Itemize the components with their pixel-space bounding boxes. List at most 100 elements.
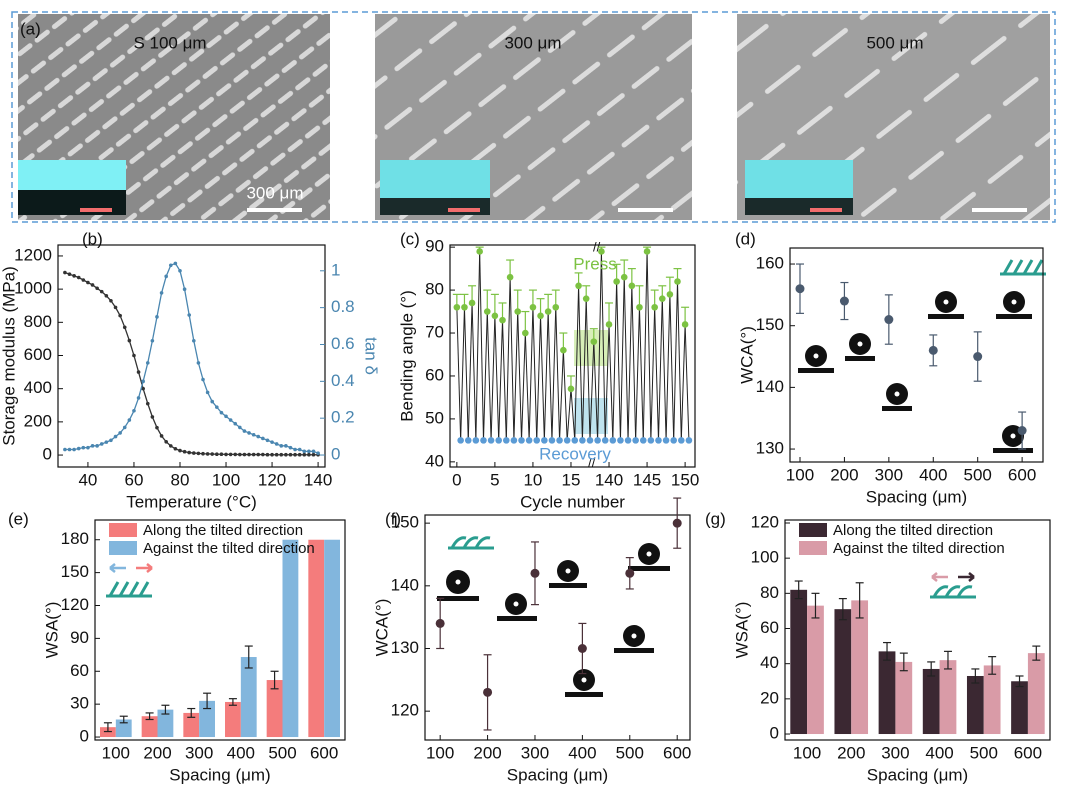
data-point xyxy=(552,303,560,311)
data-point xyxy=(522,329,529,337)
data-point xyxy=(598,248,605,255)
data-point xyxy=(655,437,662,444)
data-point xyxy=(122,425,127,430)
data-point xyxy=(567,385,575,393)
data-point xyxy=(187,450,191,455)
data-point xyxy=(311,452,316,457)
axis-break: // xyxy=(588,455,596,470)
data-point xyxy=(219,452,224,457)
data-point xyxy=(284,452,288,457)
data-point xyxy=(582,295,590,302)
data-point xyxy=(293,447,297,452)
data-point xyxy=(90,283,95,287)
x-axis-label: Cycle number xyxy=(520,492,625,511)
data-point xyxy=(609,437,617,444)
data-point xyxy=(270,452,274,457)
data-point xyxy=(118,313,122,318)
data-point xyxy=(95,444,99,448)
data-point xyxy=(274,442,279,446)
data-point xyxy=(453,303,461,311)
data-point xyxy=(839,296,849,306)
inset xyxy=(745,198,853,215)
zigzag xyxy=(498,320,503,441)
data-point xyxy=(67,272,72,277)
y-tick-label: 150 xyxy=(61,562,89,581)
data-point xyxy=(90,444,95,448)
zigzag xyxy=(524,333,530,441)
panel-label: (e) xyxy=(8,509,29,528)
y-tick-label: 160 xyxy=(756,254,784,273)
data-point xyxy=(210,399,215,404)
scale-bar xyxy=(810,208,842,212)
zigzag xyxy=(673,281,678,441)
data-point xyxy=(307,449,311,454)
x-tick-label: 500 xyxy=(616,743,644,762)
data-point xyxy=(297,452,302,457)
y-tick-label: 180 xyxy=(61,529,89,548)
data-point xyxy=(256,452,261,457)
y-tick-label: 120 xyxy=(751,512,779,531)
zigzag xyxy=(631,285,637,441)
y-tick-label: 130 xyxy=(391,638,419,657)
legend-swatch xyxy=(799,541,827,555)
data-point xyxy=(571,437,579,444)
y-tick-label: 40 xyxy=(760,653,779,672)
x-tick-label: 100 xyxy=(786,465,814,484)
data-point xyxy=(219,410,224,415)
data-point xyxy=(265,452,270,457)
x-tick-label: 200 xyxy=(143,743,171,762)
data-point xyxy=(178,448,182,453)
data-point xyxy=(196,451,201,456)
data-point xyxy=(132,409,136,413)
data-point xyxy=(529,303,537,311)
y-tick-label: 60 xyxy=(760,618,779,637)
bar xyxy=(966,675,984,735)
y-axis-label: WSA(°) xyxy=(732,602,751,659)
data-point xyxy=(544,308,552,315)
image-label: S 100 μm xyxy=(133,33,206,52)
x-tick-label: 600 xyxy=(663,743,691,762)
data-point xyxy=(164,274,168,279)
data-point xyxy=(251,432,256,437)
legend-swatch xyxy=(109,523,137,537)
dashed-border xyxy=(11,11,1056,223)
data-point xyxy=(541,437,548,444)
zigzag xyxy=(505,277,511,441)
data-point xyxy=(556,437,563,444)
panel-label: (f) xyxy=(385,509,401,528)
bar xyxy=(199,700,215,738)
y-tick-label: 0 xyxy=(43,445,52,464)
zigzag xyxy=(657,298,663,441)
zigzag xyxy=(578,285,583,441)
data-point xyxy=(261,436,265,441)
scale-label: 300 μm xyxy=(246,183,303,202)
legend-label: Along the tilted direction xyxy=(143,522,303,539)
zigzag xyxy=(456,307,462,441)
zigzag xyxy=(677,281,682,441)
data-point xyxy=(461,303,468,311)
zigzag xyxy=(532,307,538,441)
data-point xyxy=(233,452,238,457)
data-point xyxy=(127,338,132,343)
y-tick-label: 70 xyxy=(425,323,444,342)
data-point xyxy=(293,452,297,457)
data-point xyxy=(95,286,99,291)
bar xyxy=(324,539,340,738)
data-point xyxy=(487,437,495,444)
legend-swatch xyxy=(799,523,827,537)
data-point xyxy=(503,437,510,444)
data-point xyxy=(601,437,609,444)
data-point xyxy=(109,298,113,303)
y-axis-label: WCA(°) xyxy=(372,599,391,657)
data-point xyxy=(122,325,127,330)
plot-frame xyxy=(449,244,696,468)
bar xyxy=(225,701,241,738)
x-tick-label: 400 xyxy=(227,743,255,762)
bar xyxy=(851,600,869,735)
data-point xyxy=(625,568,635,578)
data-point xyxy=(238,425,242,430)
x-tick-label: 600 xyxy=(1014,743,1042,762)
data-point xyxy=(155,425,159,430)
inset xyxy=(380,198,490,215)
zigzag xyxy=(597,251,602,441)
